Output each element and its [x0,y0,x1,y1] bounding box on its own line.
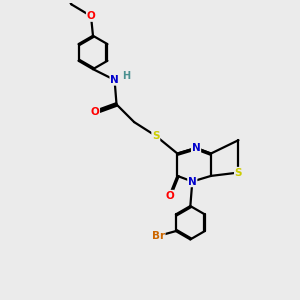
Text: S: S [235,168,242,178]
Text: N: N [110,75,119,85]
Text: O: O [165,190,174,200]
Text: N: N [188,176,197,187]
Text: S: S [152,131,160,141]
Text: N: N [192,143,200,153]
Text: Br: Br [152,231,165,241]
Text: O: O [87,11,95,21]
Text: O: O [91,107,99,117]
Text: H: H [122,71,130,81]
